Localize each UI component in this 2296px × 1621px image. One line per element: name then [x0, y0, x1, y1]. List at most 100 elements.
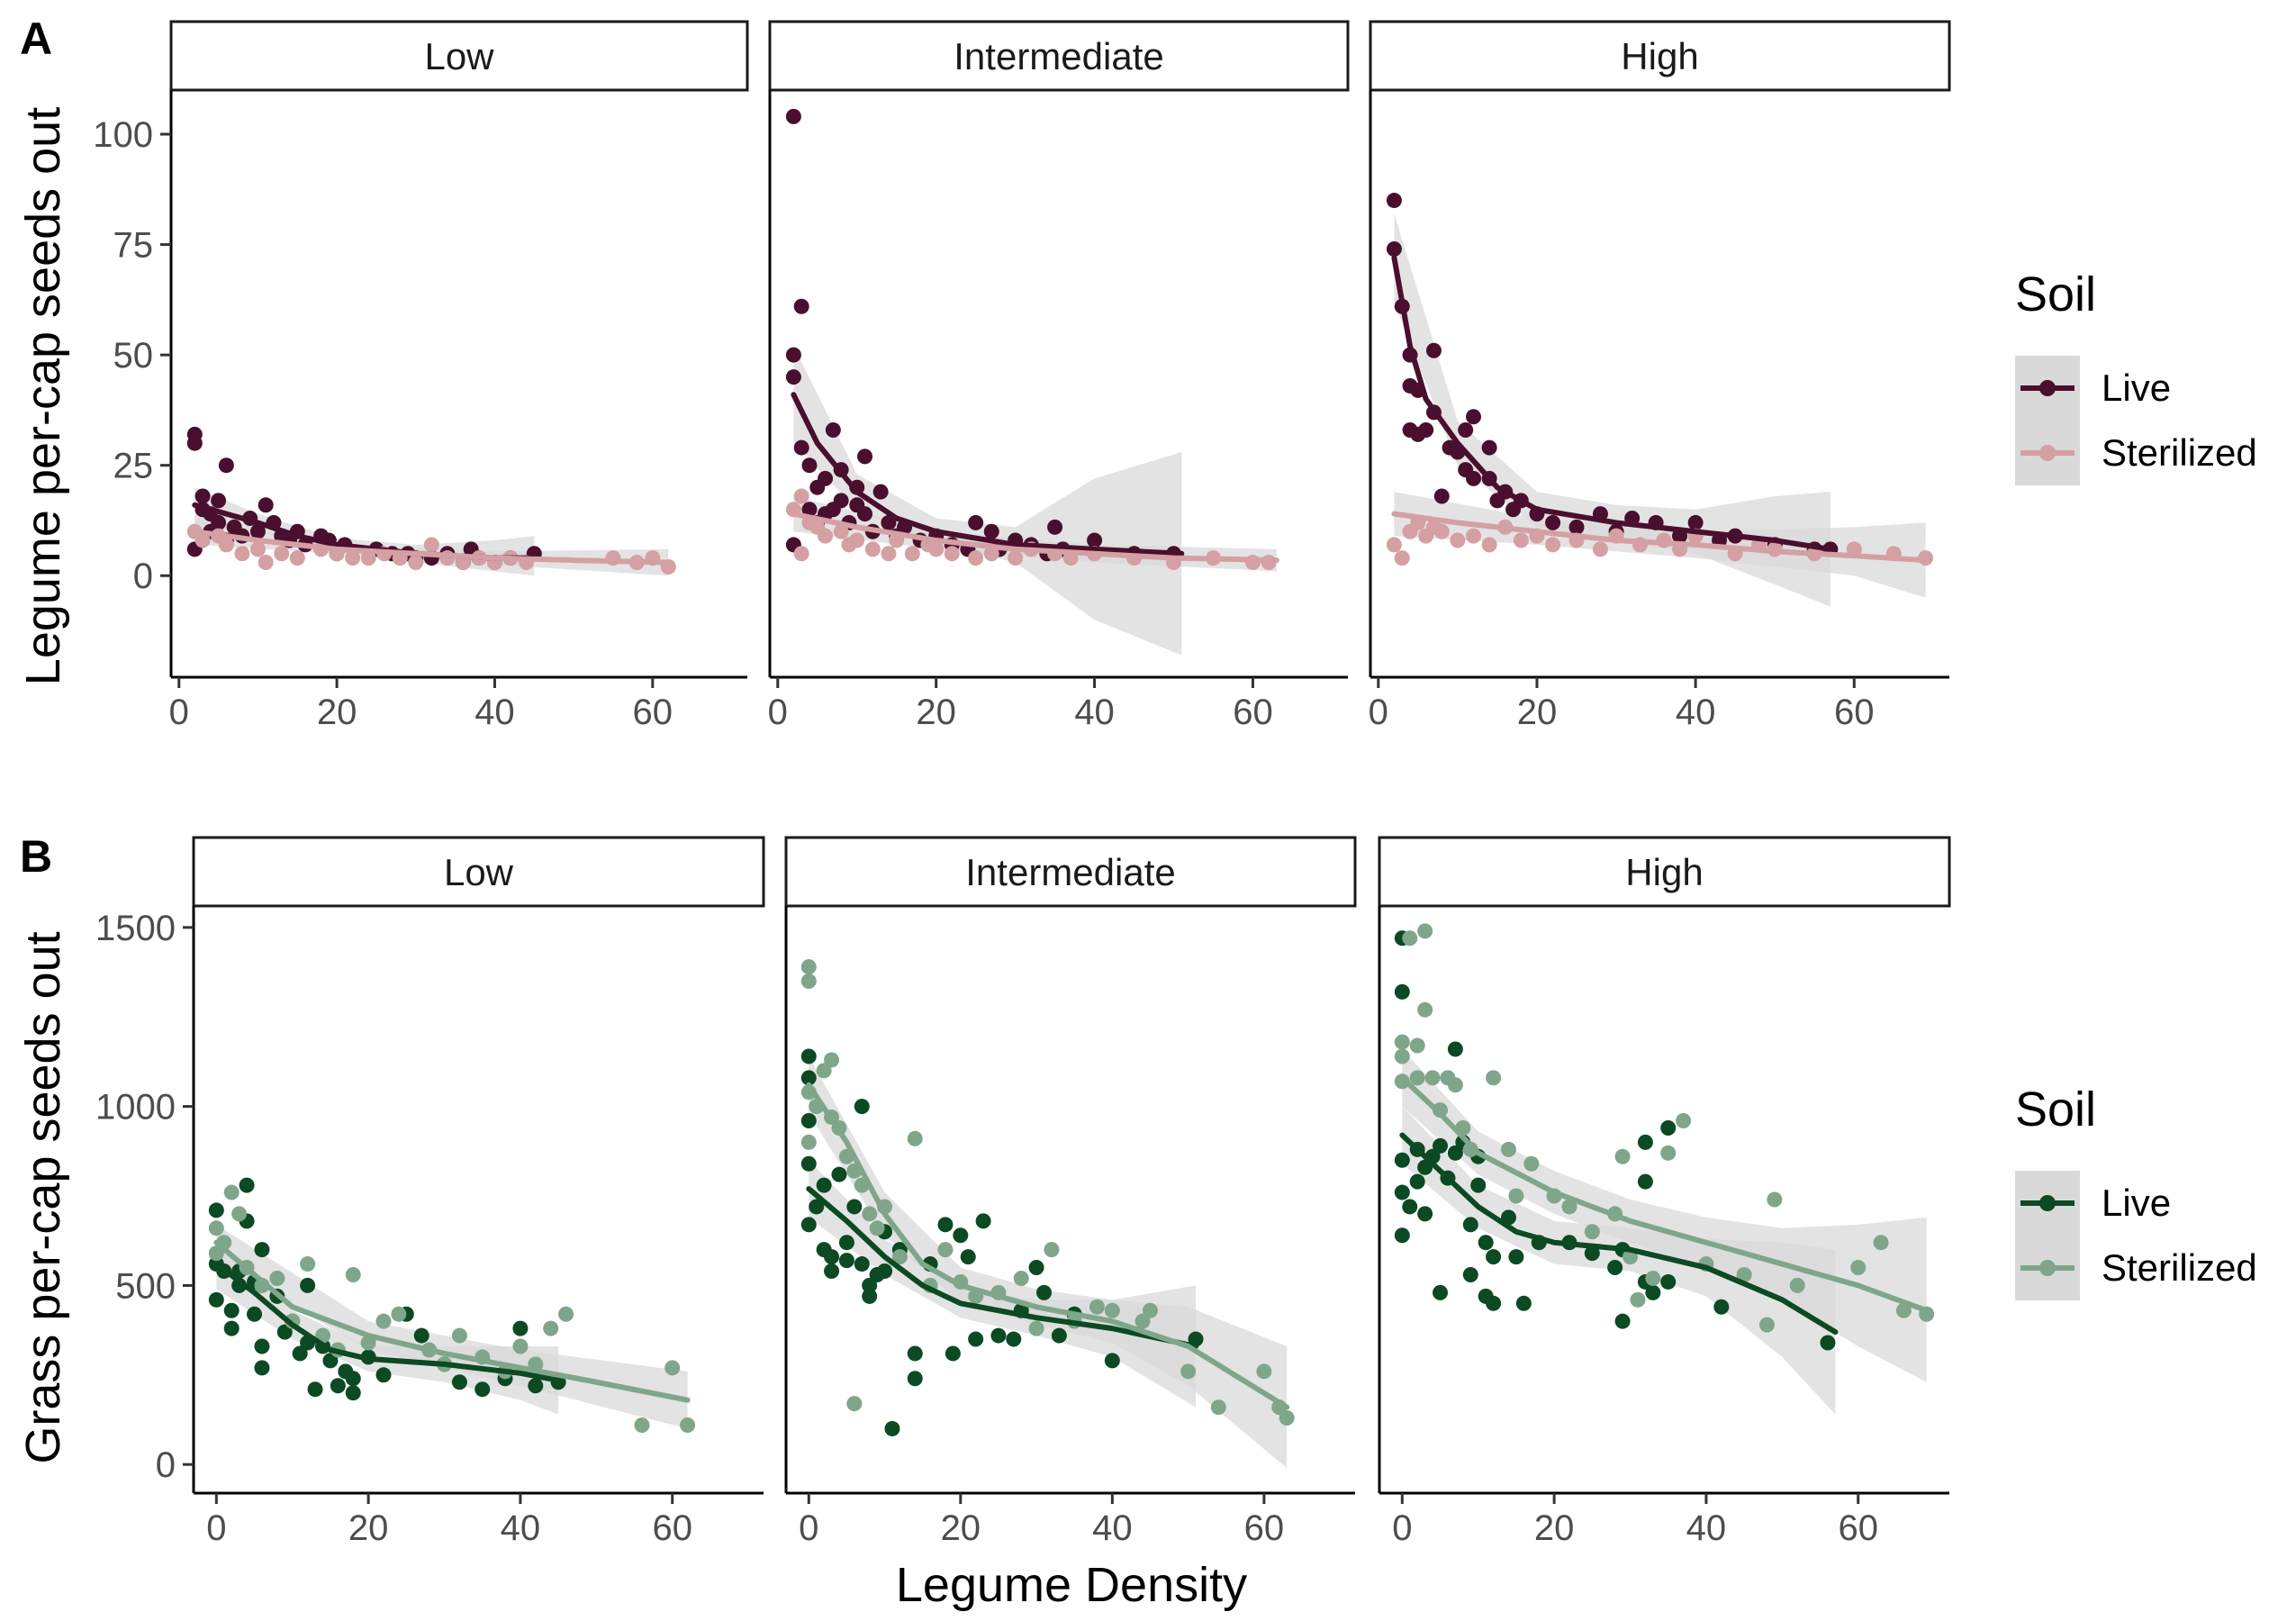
data-point-sterilized [423, 537, 439, 553]
data-point-live [1515, 1295, 1532, 1311]
data-point-live [1481, 439, 1497, 456]
panel-tag-a: A [20, 14, 52, 64]
x-tick-label: 0 [768, 693, 788, 732]
data-point-sterilized [1500, 1141, 1516, 1157]
data-point-sterilized [274, 546, 290, 562]
data-point-live [186, 435, 203, 451]
data-point-live [990, 1327, 1007, 1344]
data-point-sterilized [300, 1256, 316, 1272]
data-point-live [800, 1070, 817, 1086]
data-point-sterilized [391, 1306, 407, 1322]
trend-line-live [806, 1186, 1199, 1349]
legend-key-point [2039, 445, 2056, 461]
data-point-sterilized [1873, 1235, 1889, 1251]
data-point-sterilized [345, 550, 361, 566]
data-point-live [907, 1371, 923, 1387]
data-point-live [208, 1202, 224, 1218]
data-point-sterilized [1767, 1191, 1783, 1208]
data-point-live [1447, 1041, 1463, 1057]
data-point-live [1713, 1299, 1730, 1315]
data-point-sterilized [1450, 532, 1466, 548]
data-point-sterilized [208, 1245, 224, 1262]
data-point-live [838, 1253, 854, 1269]
data-point-live [800, 1155, 817, 1172]
y-tick-label: 1000 [95, 1088, 176, 1127]
facet-low-b: Low 0 20 40 60 0 500 1000 1500 [95, 836, 765, 1548]
data-point-live [1584, 1245, 1600, 1262]
trend-line-live [1399, 1132, 1839, 1336]
data-point-sterilized [1736, 1266, 1752, 1282]
data-point-sterilized [360, 550, 376, 566]
data-point-live [254, 1242, 270, 1258]
data-point-live [800, 1113, 817, 1129]
confidence-band-sterilized [809, 1055, 1288, 1469]
data-point-live [785, 347, 801, 363]
data-point-sterilized [680, 1417, 696, 1433]
confidence-band-live [1402, 1106, 1836, 1415]
data-point-sterilized [543, 1320, 559, 1336]
data-point-sterilized [1466, 528, 1482, 544]
data-point-live [1409, 1173, 1425, 1190]
data-point-live [833, 493, 849, 509]
strip-high [1378, 836, 1951, 908]
y-tick-label: 50 [113, 336, 154, 376]
data-point-live [1447, 1145, 1463, 1161]
data-point-live [307, 1381, 323, 1398]
data-point-sterilized [1417, 1001, 1433, 1018]
data-point-live [854, 1099, 870, 1115]
data-point-sterilized [1013, 1270, 1029, 1286]
data-point-live [1433, 1284, 1449, 1300]
trend-line-sterilized [1399, 1074, 1930, 1314]
trend-line-live [1391, 255, 1833, 552]
legend-title: Soil [2015, 267, 2096, 321]
data-point-live [211, 493, 227, 509]
strip-label-high: High [1625, 851, 1703, 893]
data-point-live [322, 1353, 339, 1369]
strip-intermediate [768, 20, 1350, 92]
data-point-live [276, 1324, 293, 1340]
legend-key-point [2039, 1195, 2056, 1211]
data-point-live [330, 1378, 346, 1394]
x-tick-label: 0 [169, 693, 189, 732]
data-point-live [809, 1199, 825, 1215]
x-tick-label: 60 [1244, 1508, 1285, 1548]
data-point-live [1386, 240, 1402, 257]
data-point-sterilized [968, 550, 984, 566]
legend-a: Soil Live Sterilized [2015, 267, 2257, 485]
data-point-sterilized [1545, 537, 1561, 553]
trend-line-sterilized [192, 529, 672, 566]
strip-label-low: Low [444, 851, 514, 893]
facet-intermediate-a: Intermediate 0 20 40 60 [768, 20, 1350, 732]
strip-intermediate [784, 836, 1357, 908]
data-point-live [300, 1277, 316, 1293]
x-tick-label: 60 [1834, 693, 1875, 732]
data-point-sterilized [208, 1220, 224, 1236]
data-point-live [475, 1381, 491, 1398]
y-tick-label: 75 [113, 226, 154, 266]
data-point-live [857, 506, 873, 522]
data-point-sterilized [846, 1396, 863, 1412]
data-point-sterilized [1447, 1077, 1463, 1093]
data-point-live [953, 1227, 969, 1244]
data-point-live [1466, 470, 1482, 486]
data-point-live [862, 1277, 878, 1293]
data-point-live [249, 523, 266, 539]
data-point-live [375, 1367, 392, 1383]
data-point-sterilized [249, 541, 266, 557]
data-point-live [1433, 1137, 1449, 1154]
data-point-sterilized [664, 1360, 681, 1376]
data-point-sterilized [818, 528, 834, 544]
x-tick-label: 20 [317, 693, 357, 732]
data-point-live [1104, 1353, 1120, 1369]
data-point-sterilized [1433, 523, 1450, 539]
data-point-sterilized [289, 550, 305, 566]
x-tick-label: 0 [799, 1508, 818, 1548]
trend-line-sterilized [213, 1239, 691, 1403]
data-point-sterilized [194, 532, 211, 548]
data-point-sterilized [269, 1270, 285, 1286]
data-point-sterilized [1592, 541, 1608, 557]
data-point-sterilized [1210, 1399, 1226, 1416]
trend-line-sterilized [1391, 511, 1929, 564]
plot-area [186, 426, 676, 576]
data-point-live [1462, 1217, 1478, 1233]
